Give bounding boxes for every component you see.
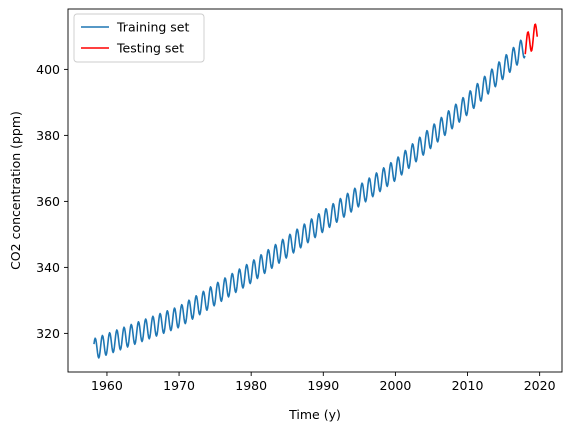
y-tick-label: 360 — [36, 194, 60, 209]
legend-label-testing-set: Testing set — [116, 41, 184, 56]
y-tick-label: 340 — [36, 260, 60, 275]
y-tick-label: 320 — [36, 326, 60, 341]
y-tick-label: 380 — [36, 128, 60, 143]
x-tick-label: 2020 — [524, 378, 556, 393]
legend-box — [73, 13, 205, 63]
x-tick-label: 2000 — [380, 378, 412, 393]
y-tick-label: 400 — [36, 62, 60, 77]
x-tick-label: 1970 — [163, 378, 195, 393]
x-tick-label: 2010 — [452, 378, 484, 393]
series-line-testing-set — [524, 23, 539, 55]
x-tick-label: 1980 — [235, 378, 267, 393]
legend-label-training-set: Training set — [116, 20, 189, 35]
x-tick-label: 1960 — [91, 378, 123, 393]
series-layer — [93, 23, 539, 359]
axis-layer: 1960 1970 1980 1990 2000 2010 2020 320 340 360 380… — [36, 62, 555, 393]
plot-frame — [67, 8, 563, 373]
x-tick-label: 1990 — [307, 378, 339, 393]
y-axis-label: CO2 concentration (ppm) — [8, 111, 23, 270]
plot-area — [68, 9, 562, 372]
legend: Training set Testing set — [73, 13, 205, 63]
series-line-training-set — [93, 39, 526, 359]
x-axis-label: Time (y) — [288, 407, 341, 422]
